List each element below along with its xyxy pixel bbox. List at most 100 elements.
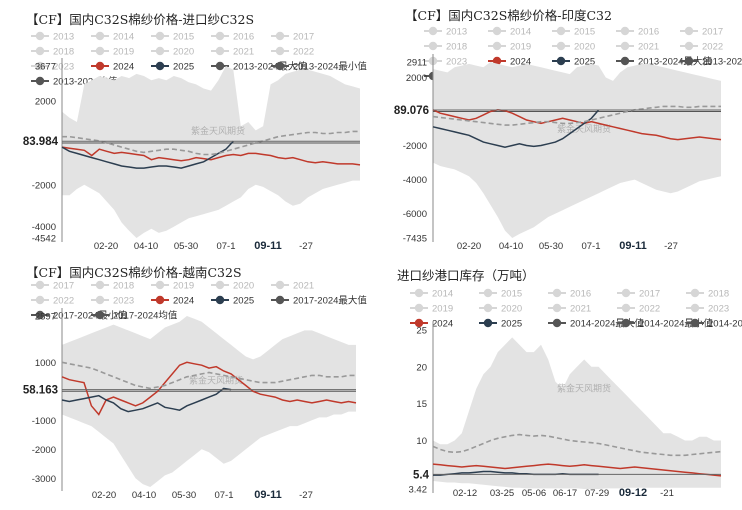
- y-tick-label: 3677: [35, 62, 56, 73]
- y-tick-label: 1000: [35, 358, 56, 369]
- legend-item: 2017: [680, 27, 723, 38]
- current-value-label: 83.984: [23, 136, 59, 148]
- chart-title: 【CF】国内C32S棉纱价格-越南C32S: [26, 265, 242, 280]
- y-tick-label: 2911: [407, 58, 427, 69]
- x-tick-label: 02-12: [453, 488, 477, 499]
- legend-item: 2023: [686, 304, 729, 315]
- legend-item: 2017-2024最小值: [31, 310, 127, 322]
- x-tick-label: 02-20: [457, 241, 481, 252]
- legend-marker: [552, 303, 562, 313]
- legend-item: 2019: [410, 304, 453, 315]
- legend-marker: [155, 295, 165, 305]
- legend-label: 2021: [638, 42, 659, 53]
- series-line-2013-2024均值: [62, 130, 360, 156]
- legend-item: 2020: [552, 42, 595, 53]
- legend-marker: [275, 61, 285, 71]
- legend-marker: [620, 56, 630, 66]
- chart-legend: 2013 2014 2015 2016 2017 2018 2019 2020 2021 2022…: [424, 27, 742, 83]
- y-tick-label: 2000: [406, 73, 427, 84]
- chart-svg: 2013 2014 2015 2016 2017 2018 2019 2020 2021 2022…: [375, 27, 742, 252]
- chart-svg: 2013 2014 2015 2016 2017 2018 2019 2020 2021 2022…: [4, 32, 367, 252]
- legend-label: 2024: [432, 319, 453, 330]
- legend-item: 2024: [91, 62, 134, 73]
- chart-title: 进口纱港口库存（万吨）: [397, 268, 535, 283]
- series-line-2024: [61, 361, 357, 416]
- watermark-text: 紫金天风期货: [557, 123, 611, 134]
- legend-label: 2021: [570, 304, 591, 315]
- x-tick-label: 07-1: [581, 241, 600, 252]
- x-tick-label: 05-06: [522, 488, 546, 499]
- legend-item: 2015: [151, 32, 194, 43]
- legend-label: 2020: [173, 47, 194, 58]
- chart-svg: 2017 2018 2019 2020 2021 2022 2023 2024 2025 2017…: [4, 281, 367, 501]
- x-tick-label: 04-10: [132, 490, 156, 501]
- legend-label: 2022: [293, 47, 314, 58]
- x-tick-label: 02-20: [94, 241, 118, 252]
- legend-item: 2013-2024最大值: [616, 56, 712, 68]
- legend-label: 2013-2024最大值: [233, 61, 307, 73]
- legend-item: 2021: [548, 304, 591, 315]
- x-tick-label: 07-1: [214, 490, 233, 501]
- legend-label: 2014: [113, 32, 134, 43]
- x-tick-label: -21: [660, 488, 674, 499]
- legend-marker: [35, 46, 45, 56]
- legend-item: 2014-2024均值: [686, 318, 742, 330]
- legend-item: 2018: [91, 281, 134, 292]
- legend-item: 2017: [271, 32, 314, 43]
- legend-marker: [492, 26, 502, 36]
- legend-marker: [155, 61, 165, 71]
- x-tick-label: 02-20: [92, 490, 116, 501]
- legend-item: 2019: [91, 47, 134, 58]
- y-axis: 259710000-1000-2000-3000: [32, 308, 63, 491]
- legend-label: 2017-2024最大值: [293, 295, 367, 307]
- legend-label: 2020: [501, 304, 522, 315]
- legend-marker: [155, 31, 165, 41]
- legend-label: 2025: [173, 62, 194, 73]
- legend-item: 2014: [410, 289, 453, 300]
- x-axis: 02-20 04-10 05-30 07-1 09-11 -27: [92, 489, 313, 501]
- legend-item: 2021: [271, 281, 314, 292]
- chart-panel-4: 进口纱港口库存（万吨） 2014 2015 2016 2017 2018 2019 2020…: [371, 255, 742, 510]
- legend-marker: [215, 61, 225, 71]
- legend-label: 2020: [574, 42, 595, 53]
- legend-label: 2024: [510, 57, 531, 68]
- x-tick-label: 04-10: [134, 241, 158, 252]
- legend-label: 2018: [446, 42, 467, 53]
- range-band-area: [62, 66, 360, 238]
- legend-item: 2023: [91, 296, 134, 307]
- legend-label: 2015: [574, 27, 595, 38]
- legend-marker: [35, 295, 45, 305]
- series-line-2025: [61, 140, 234, 169]
- chart-legend: 2017 2018 2019 2020 2021 2022 2023 2024 2025 2017…: [31, 281, 367, 322]
- chart-title: 【CF】国内C32S棉纱价格-进口纱C32S: [26, 12, 255, 27]
- legend-item: 2017-2024均值: [91, 310, 178, 322]
- y-tick-label: -1000: [32, 416, 56, 427]
- y-axis: 3677 2000 -2000 -4000-4542: [32, 58, 63, 245]
- legend-label: 2017-2024最小值: [53, 310, 127, 322]
- x-axis: 02-12 03-25 05-06 06-17 07-29 09-12 -21: [453, 487, 674, 499]
- chart-title: 【CF】国内C32S棉纱价格-印度C32: [405, 8, 612, 23]
- watermark-text: 紫金天风期货: [191, 125, 245, 136]
- legend-item: 2017-2024最大值: [271, 295, 367, 307]
- legend-marker: [95, 310, 105, 320]
- legend-label: 2013: [446, 27, 467, 38]
- chart-panel-2: 【CF】国内C32S棉纱价格-印度C32 2013 2014 2015 2016 201…: [371, 0, 742, 255]
- legend-marker: [620, 41, 630, 51]
- legend-label: 2014: [432, 289, 453, 300]
- legend-label: 2019: [510, 42, 531, 53]
- legend-marker: [414, 288, 424, 298]
- legend-label: 2022: [53, 296, 74, 307]
- series-line-2013-2024均值: [432, 105, 721, 126]
- legend-label: 2019: [432, 304, 453, 315]
- current-value-label: 89.076: [394, 105, 429, 117]
- legend-item: 2018: [686, 289, 729, 300]
- y-tick-label: -3000: [32, 474, 56, 485]
- legend-marker: [414, 303, 424, 313]
- legend-item: 2020: [151, 47, 194, 58]
- legend-marker: [414, 318, 424, 328]
- x-axis: 02-20 04-10 05-30 07-1 09-11 -27: [94, 240, 313, 252]
- current-value-bg: [4, 133, 60, 150]
- legend-item: 2018: [31, 47, 74, 58]
- legend-item: 2016: [211, 32, 254, 43]
- y-tick-label: 2597: [35, 312, 56, 323]
